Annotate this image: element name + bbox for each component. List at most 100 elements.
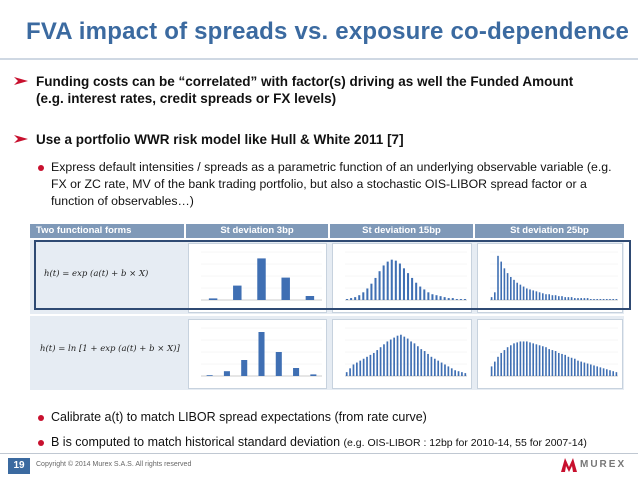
histogram-bar (451, 298, 454, 300)
histogram-bar (435, 295, 438, 300)
histogram-row2-3bp (188, 319, 327, 389)
histogram-bar (577, 298, 579, 300)
table-header-25bp: St deviation 25bp (475, 224, 624, 238)
histogram-bar (464, 373, 467, 376)
formula-ln: h(t) = ln [1 + exp (a(t) + b × X)] (40, 344, 180, 354)
histogram-bar (510, 345, 512, 376)
page-number: 19 (8, 458, 30, 474)
histogram-bar (590, 364, 592, 376)
copyright: Copyright © 2014 Murex S.A.S. All rights… (36, 461, 192, 468)
dot-bullet-icon (38, 165, 44, 171)
histogram-bar (570, 297, 573, 300)
histogram-bar (305, 296, 315, 300)
histogram-bar (430, 356, 433, 376)
histogram-bar (281, 277, 290, 300)
histogram-bar (374, 277, 377, 300)
dot-bullet-icon (38, 440, 44, 446)
histogram-bar (500, 352, 502, 376)
histogram-bar (463, 299, 466, 300)
histogram-bar (443, 297, 446, 300)
histogram-bar (413, 343, 416, 376)
histogram-bar (223, 371, 230, 376)
histogram-bar (406, 338, 409, 376)
histogram-bar (503, 350, 506, 376)
histogram-bar (526, 341, 528, 376)
histogram-bar (602, 368, 605, 376)
histogram-bar (439, 296, 442, 300)
arrow-bullet-icon (14, 135, 28, 143)
histogram-bar (415, 282, 418, 300)
histogram-bar (447, 366, 450, 376)
histogram-bar (358, 295, 361, 300)
histogram-bar (561, 353, 563, 376)
histogram-bar (366, 356, 368, 376)
histogram-bar (519, 284, 522, 300)
histogram-bar (513, 343, 515, 376)
histogram-bar (535, 344, 538, 376)
bullet-b-computed: B is computed to match historical standa… (38, 434, 634, 452)
histogram-bar (275, 352, 282, 376)
histogram-bar (599, 299, 602, 300)
histogram-bar (586, 298, 589, 300)
histogram-bar (233, 285, 242, 300)
histogram-bar (558, 352, 560, 376)
bullet-text: B is computed to match historical standa… (51, 434, 634, 452)
histogram-bar (427, 353, 429, 376)
histogram-bar (529, 289, 531, 300)
bullet-text: Use a portfolio WWR risk model like Hull… (36, 132, 404, 147)
histogram-bar (593, 365, 595, 376)
histogram-bar (516, 342, 518, 376)
histogram-bar (590, 299, 592, 300)
histogram-bar (362, 292, 365, 300)
histogram-bar (612, 299, 614, 300)
histogram-bar (548, 349, 550, 376)
histogram-bar (346, 299, 349, 300)
histogram-bar (369, 354, 372, 376)
histogram-bar (494, 292, 496, 300)
histogram-bar (583, 298, 586, 300)
sub-bullet-default-intensities: Express default intensities / spreads as… (38, 159, 618, 210)
histogram-bar (411, 277, 414, 300)
histogram-row1-3bp (188, 243, 327, 313)
histogram-row1-25bp (477, 243, 623, 313)
histogram-bar (548, 294, 550, 300)
histogram-bar (455, 299, 458, 300)
histogram-bar (596, 366, 598, 376)
histogram-bar (382, 265, 385, 300)
histogram-bar (423, 351, 426, 376)
histogram-bar (545, 294, 547, 300)
table-header-15bp: St deviation 15bp (330, 224, 473, 238)
histogram-bar (350, 298, 353, 300)
histogram-bar (532, 343, 534, 376)
histogram-bar (372, 352, 375, 376)
histogram-bar (564, 297, 566, 300)
title-rule (0, 58, 638, 60)
histogram-bar (386, 341, 389, 376)
histogram-bar (554, 295, 557, 300)
histogram-bar (447, 298, 450, 300)
histogram-bar (241, 360, 248, 376)
histogram-bar (208, 298, 218, 300)
histogram-bar (420, 349, 423, 376)
histogram-bar (542, 293, 544, 300)
table-row: h(t) = exp (a(t) + b × X) (30, 240, 624, 314)
arrow-bullet-icon (14, 77, 28, 85)
bullet-calibrate: Calibrate a(t) to match LIBOR spread exp… (38, 409, 618, 426)
histogram-bar (538, 345, 541, 376)
histogram-bar (554, 351, 557, 376)
histogram-bar (612, 371, 614, 376)
histogram-bar (567, 356, 570, 376)
histogram-bar (606, 299, 608, 300)
histogram-bar (444, 364, 446, 376)
histogram-bar (609, 370, 611, 376)
histogram-bar (433, 358, 436, 376)
bullet-small-text: (e.g. OIS-LIBOR : 12bp for 2010-14, 55 f… (343, 437, 587, 449)
histogram-bar (417, 346, 419, 376)
histogram-row2-15bp (332, 319, 472, 389)
histogram-bar (354, 297, 357, 300)
functional-forms-table: Two functional forms St deviation 3bp St… (30, 224, 624, 390)
table-header-forms: Two functional forms (30, 224, 184, 238)
histogram-bar (349, 368, 351, 376)
histogram-bar (386, 261, 389, 300)
histogram-bar (580, 361, 582, 376)
